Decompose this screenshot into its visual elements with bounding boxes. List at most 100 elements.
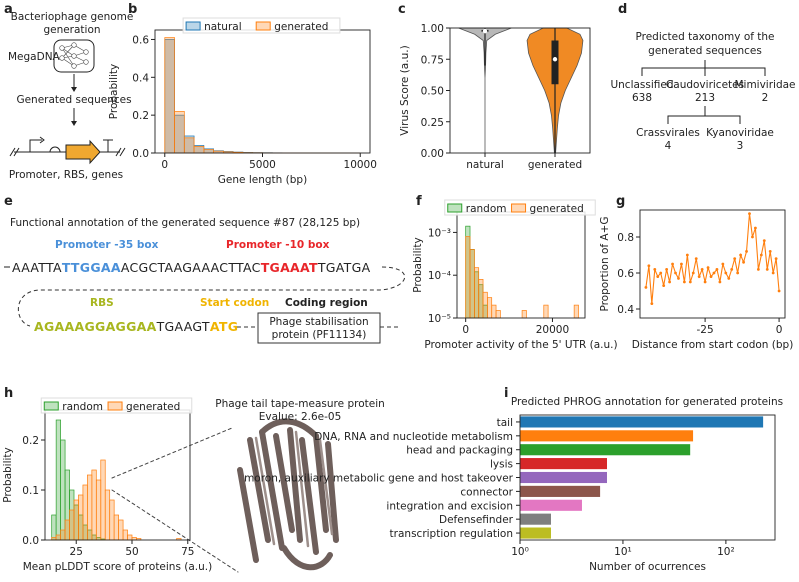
point xyxy=(674,271,677,275)
x-tick-label: natural xyxy=(466,159,504,171)
x-axis-label: Promoter activity of the 5' UTR (a.u.) xyxy=(424,339,617,351)
taxonomy-title: generated sequences xyxy=(648,45,762,57)
point xyxy=(771,271,775,275)
y-tick-label: 1.00 xyxy=(421,23,444,35)
taxon-count: 4 xyxy=(665,140,672,152)
legend-swatch xyxy=(255,21,271,31)
promoter-10-label: Promoter -10 box xyxy=(226,239,330,251)
x-tick-label: 20000 xyxy=(536,324,569,336)
point xyxy=(650,302,654,305)
histogram-bar xyxy=(203,149,214,154)
histogram-bar xyxy=(174,111,185,154)
histogram-bar xyxy=(55,419,61,541)
y-tick-label: DNA, RNA and nucleotide metabolism xyxy=(314,431,513,443)
point xyxy=(712,271,716,275)
histogram-bar xyxy=(465,236,471,319)
legend-label: random xyxy=(466,203,507,215)
histogram-bar xyxy=(100,459,106,541)
panel-label: b xyxy=(128,2,137,17)
taxon-label: Kyanoviridae xyxy=(706,127,774,139)
histogram-bar xyxy=(78,494,84,541)
legend-frame xyxy=(40,397,193,414)
histogram-bar xyxy=(478,279,484,319)
y-tick-label: 10⁻⁵ xyxy=(428,313,451,325)
rbs-label: RBS xyxy=(90,297,114,309)
axes-frame xyxy=(639,209,786,319)
legend-label: generated xyxy=(274,21,328,33)
histogram-bar xyxy=(573,304,579,319)
x-tick-label: 10¹ xyxy=(614,546,632,558)
x-tick-label: 50 xyxy=(125,546,138,558)
legend-swatch xyxy=(447,203,463,213)
y-tick-label: 0.6 xyxy=(617,268,634,280)
x-tick-label: 25 xyxy=(70,546,83,558)
violin-box xyxy=(551,40,559,85)
y-tick-label: connector xyxy=(460,486,513,498)
histogram-bar xyxy=(474,267,480,319)
x-tick-label: 10000 xyxy=(344,159,377,171)
taxon-label: Unclassified xyxy=(610,79,673,91)
x-tick-label: 0 xyxy=(161,159,168,171)
line xyxy=(645,213,780,304)
panel-label: f xyxy=(416,194,422,209)
point xyxy=(756,268,760,271)
y-tick-label: lysis xyxy=(490,459,513,471)
bar xyxy=(520,527,551,539)
taxon-count: 3 xyxy=(737,140,744,152)
point xyxy=(724,271,728,275)
histogram-bar xyxy=(82,484,88,541)
point xyxy=(759,253,763,257)
point xyxy=(688,280,692,284)
point xyxy=(682,280,686,284)
x-tick-label: -25 xyxy=(697,324,714,336)
point xyxy=(748,212,751,216)
point xyxy=(668,280,671,284)
panel-label: a xyxy=(4,2,13,17)
y-axis-label: Probability xyxy=(412,237,424,293)
tree-lines xyxy=(667,106,741,124)
point xyxy=(671,262,674,266)
model-name: MegaDNA xyxy=(8,51,61,63)
output-label: Generated sequences xyxy=(16,94,131,106)
axes-frame xyxy=(519,414,776,541)
y-tick-label: 0.4 xyxy=(132,72,149,84)
point xyxy=(706,266,710,269)
point xyxy=(659,271,663,275)
point xyxy=(697,275,701,278)
promoter-35-label: Promoter -35 box xyxy=(55,239,159,251)
bar xyxy=(520,416,764,428)
x-axis-label: Distance from start codon (bp) xyxy=(632,339,794,351)
y-tick-label: 0.8 xyxy=(617,232,634,244)
y-axis-label: Virus Score (a.u.) xyxy=(399,45,411,135)
bar xyxy=(520,485,601,497)
panel-label: e xyxy=(4,194,13,209)
point xyxy=(765,268,769,271)
point xyxy=(745,250,748,253)
y-tick-label: tail xyxy=(497,417,513,429)
histogram-bar xyxy=(487,297,493,319)
point xyxy=(647,264,651,268)
y-axis-label: Probability xyxy=(108,64,120,120)
panel-label: c xyxy=(398,2,406,17)
panel-label: i xyxy=(504,386,508,401)
coding-region-label: Coding region xyxy=(285,297,368,309)
legend-swatch xyxy=(511,203,527,213)
tree-lines xyxy=(641,60,766,76)
y-tick-label: 0.25 xyxy=(421,117,444,129)
histogram-bar xyxy=(127,534,133,541)
protein-structure xyxy=(111,418,339,573)
protein-label: Phage stabilisation xyxy=(269,316,368,328)
panel-e-annotation: Functional annotation of the generated s… xyxy=(4,217,406,344)
point xyxy=(762,239,766,243)
bar xyxy=(520,430,694,442)
histogram-bar xyxy=(73,499,79,541)
seq-rbs: AGAAAGGAGGAA xyxy=(34,319,157,334)
legend-label: generated xyxy=(530,203,584,215)
sequence-line: AGAAAGGAGGAATGAAGTATG xyxy=(34,319,238,334)
point xyxy=(677,277,680,280)
point xyxy=(685,253,689,257)
diagram-title: Bacteriophage genome xyxy=(11,11,134,23)
y-tick-label: head and packaging xyxy=(406,445,513,457)
inset-title: Phage tail tape-measure protein xyxy=(215,398,385,410)
taxon-count: 2 xyxy=(762,92,769,104)
